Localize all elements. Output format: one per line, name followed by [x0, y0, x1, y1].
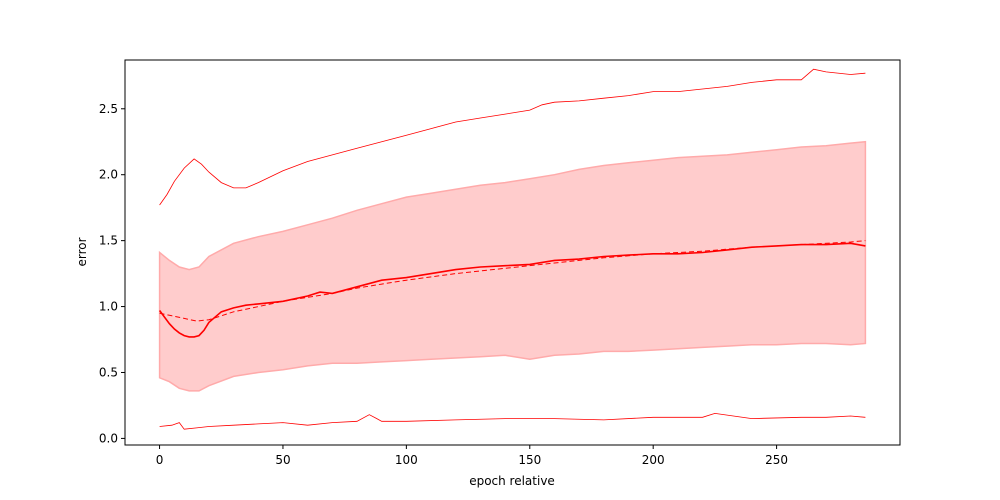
- y-tick-label: 1.5: [99, 234, 118, 248]
- x-axis-ticks: 0 50 100 150 200 250: [156, 445, 788, 467]
- mean-series-line: [158, 242, 866, 338]
- x-tick-label: 0: [156, 453, 164, 467]
- max-series-line: [159, 68, 866, 206]
- x-tick-label: 50: [275, 453, 290, 467]
- x-tick-label: 200: [642, 453, 665, 467]
- x-tick-label: 150: [518, 453, 541, 467]
- y-tick-label: 0.0: [99, 431, 118, 445]
- y-tick-label: 1.0: [99, 300, 118, 314]
- std-band: [158, 140, 867, 392]
- x-tick-label: 100: [395, 453, 418, 467]
- plot-frame: [124, 59, 901, 446]
- y-tick-label: 0.5: [99, 365, 118, 379]
- y-tick-label: 2.5: [99, 102, 118, 116]
- plot-layer: [158, 68, 867, 430]
- y-axis-label: error: [75, 237, 89, 266]
- trend-series-line: [159, 240, 866, 322]
- y-axis-ticks: 0.0 0.5 1.0 1.5 2.0 2.5: [99, 102, 125, 445]
- x-tick-label: 250: [765, 453, 788, 467]
- x-axis-label: epoch relative: [469, 474, 555, 488]
- y-tick-label: 2.0: [99, 168, 118, 182]
- min-series-line: [159, 412, 866, 430]
